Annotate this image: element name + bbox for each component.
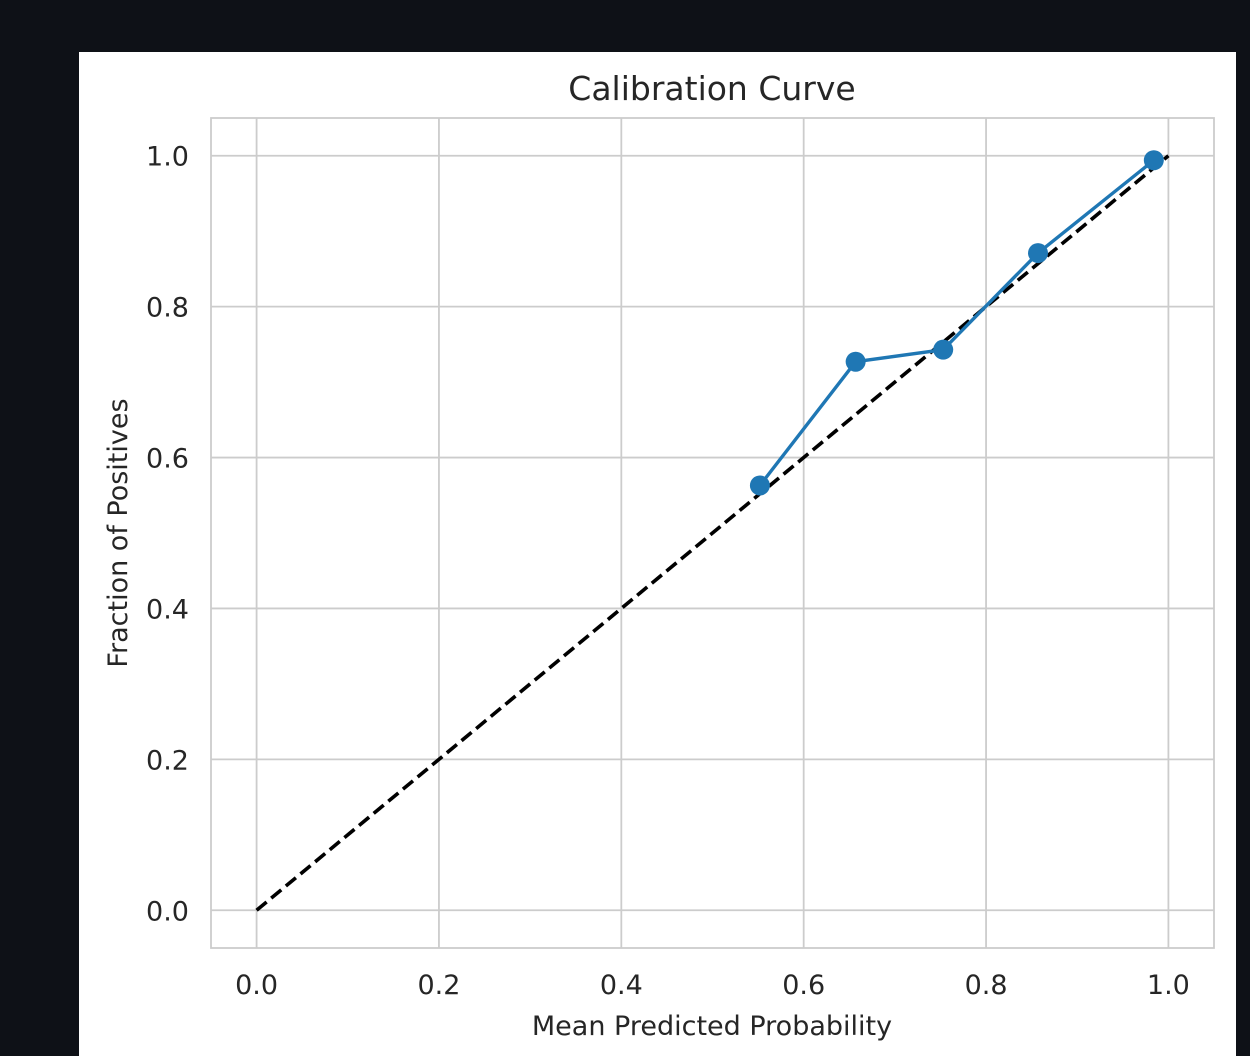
calibration-point (845, 351, 866, 372)
y-tick-label: 0.8 (146, 293, 189, 324)
y-tick-label: 0.0 (146, 896, 189, 927)
y-tick-label: 0.4 (146, 594, 189, 625)
calibration-point (749, 475, 770, 496)
y-axis-label: Fraction of Positives (103, 398, 134, 667)
x-tick-label: 0.8 (965, 970, 1008, 1001)
calibration-point (933, 339, 954, 360)
y-tick-label: 1.0 (146, 142, 189, 173)
y-tick-labels: 0.0 0.2 0.4 0.6 0.8 1.0 (146, 142, 189, 928)
calibration-chart: 0.0 0.2 0.4 0.6 0.8 1.0 0.0 0.2 0.4 0.6 0.8 1.0 Ca… (103, 69, 1215, 1042)
series-layer (255, 150, 1170, 912)
plot-frame (210, 117, 1215, 949)
chart-figure: 0.0 0.2 0.4 0.6 0.8 1.0 0.0 0.2 0.4 0.6 0.8 1.0 Ca… (79, 52, 1236, 1056)
x-tick-label: 0.2 (417, 970, 460, 1001)
x-tick-labels: 0.0 0.2 0.4 0.6 0.8 1.0 (235, 970, 1190, 1001)
x-tick-label: 0.0 (235, 970, 278, 1001)
y-tick-label: 0.2 (146, 745, 189, 776)
perfect-calibration-line (255, 154, 1170, 912)
x-tick-label: 0.6 (782, 970, 825, 1001)
x-axis-label: Mean Predicted Probability (532, 1011, 892, 1042)
y-tick-label: 0.6 (146, 444, 189, 475)
chart-title: Calibration Curve (568, 69, 855, 108)
grid-lines (211, 118, 1214, 948)
x-tick-label: 0.4 (600, 970, 643, 1001)
calibration-point (1028, 243, 1049, 264)
calibration-point (1143, 150, 1164, 171)
x-tick-label: 1.0 (1147, 970, 1190, 1001)
